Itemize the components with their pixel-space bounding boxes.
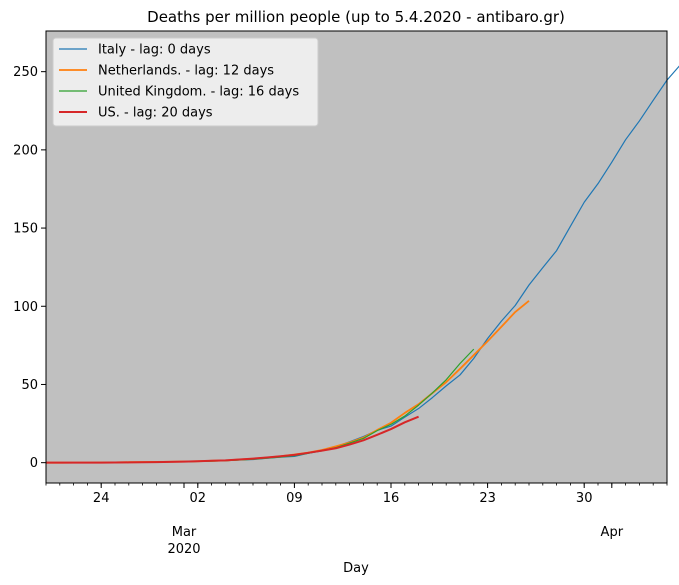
y-tick-label: 200 [13,143,38,158]
legend-label-4: US. - lag: 20 days [98,106,213,121]
x-tick-label: 09 [286,491,303,506]
x-tick-label: 02 [190,491,207,506]
x-year-label: 2020 [167,542,200,557]
legend-box [52,37,319,127]
plot-frame [45,30,668,484]
x-month-label: Apr [601,525,624,540]
x-tick-label: 23 [479,491,496,506]
y-tick-label: 150 [13,222,38,237]
x-tick-label: 16 [383,491,400,506]
legend-label-1: Italy - lag: 0 days [98,43,211,58]
legend-label-3: United Kingdom. - lag: 16 days [98,85,299,100]
chart-title: Deaths per million people (up to 5.4.202… [147,8,565,26]
y-axis: 0 50 100 150 200 250 [13,65,46,471]
series-layer [46,65,679,464]
y-tick-label: 50 [21,378,38,393]
legend: Italy - lag: 0 days Netherlands. - lag: 1… [52,37,319,127]
x-tick-label: 30 [576,491,593,506]
y-tick-label: 0 [30,456,38,471]
x-tick-label: 24 [93,491,110,506]
x-axis: 24 02 09 16 23 30 Mar 2020 Apr [45,483,668,557]
x-axis-title: Day [343,561,369,576]
series-line-4 [46,415,419,464]
legend-label-2: Netherlands. - lag: 12 days [98,64,274,79]
y-tick-label: 250 [13,65,38,80]
x-month-label: Mar [172,525,197,540]
y-tick-label: 100 [13,300,38,315]
